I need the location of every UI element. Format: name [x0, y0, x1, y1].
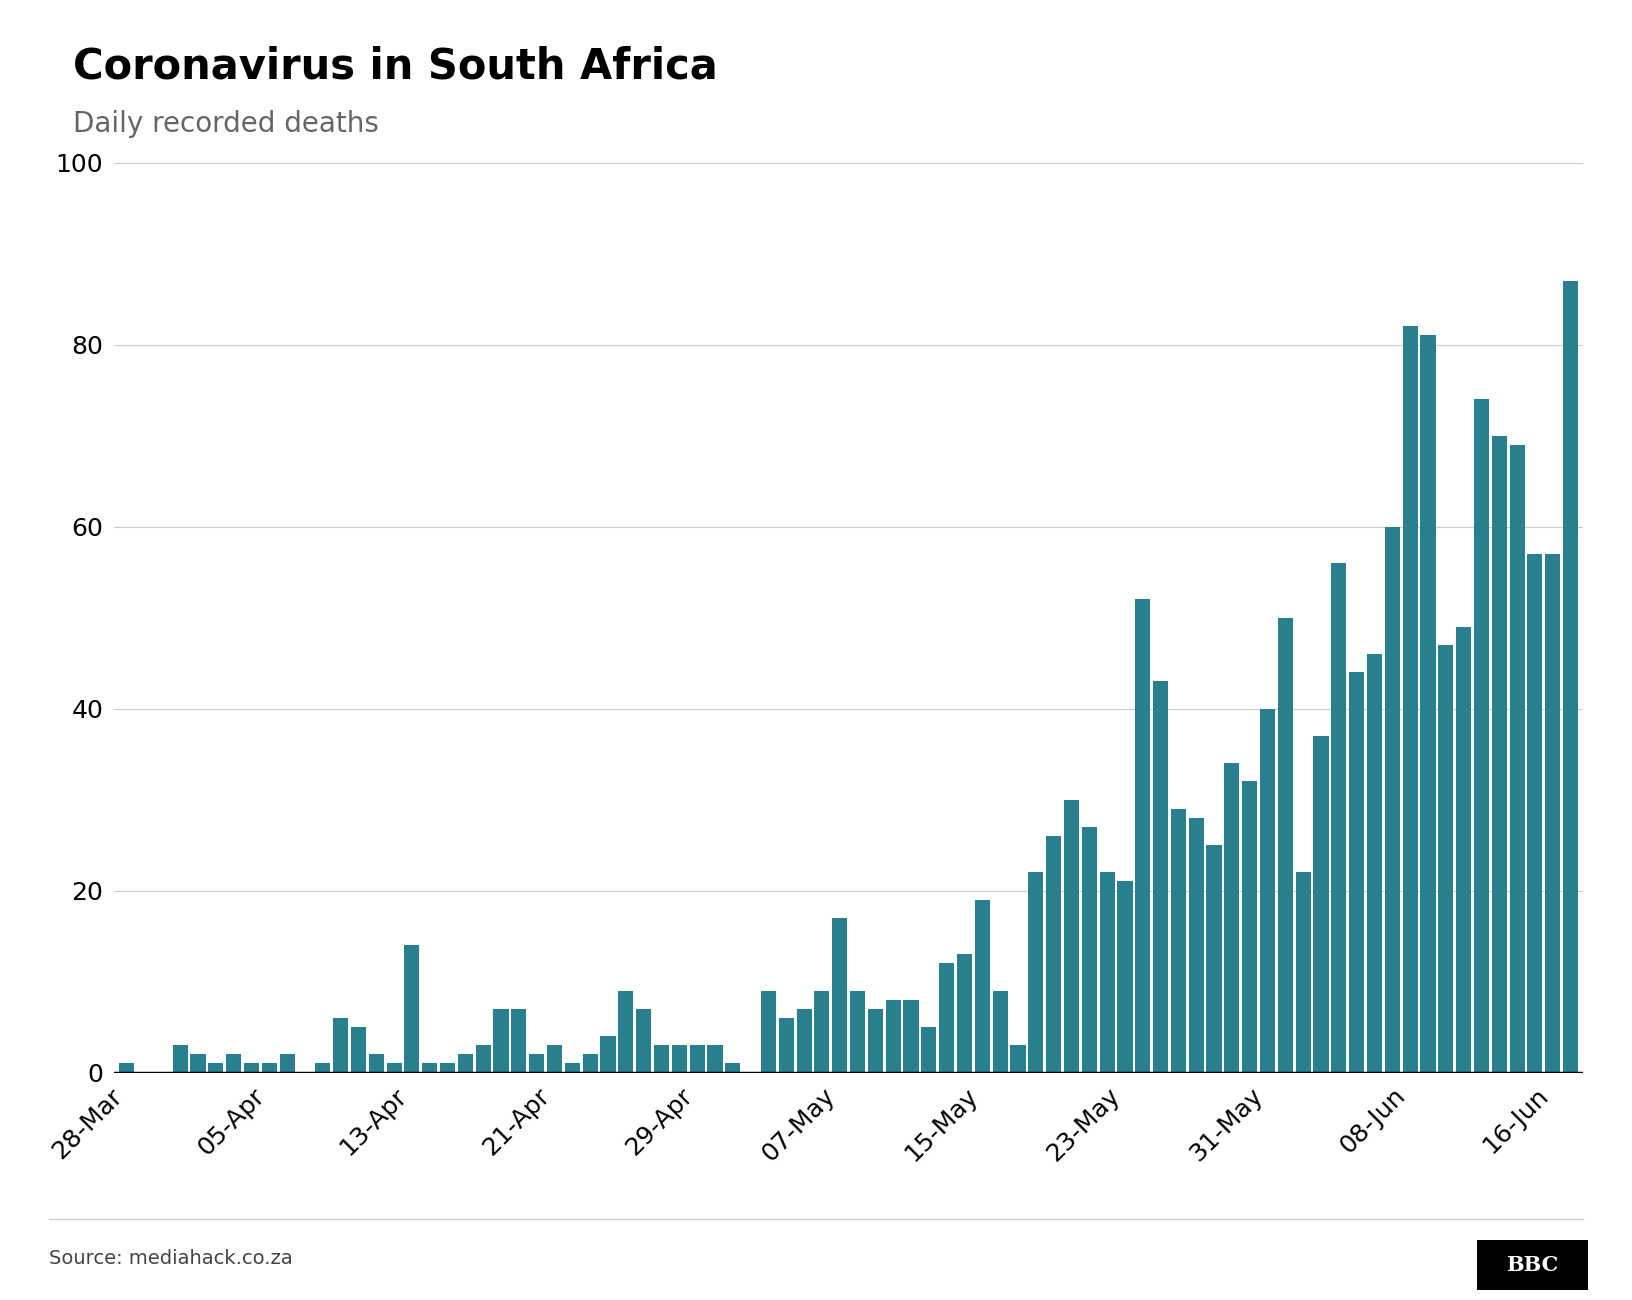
- Bar: [227, 1054, 242, 1072]
- Bar: [938, 963, 955, 1072]
- Bar: [1314, 736, 1328, 1072]
- Bar: [333, 1018, 348, 1072]
- Bar: [1082, 827, 1097, 1072]
- Bar: [1188, 818, 1204, 1072]
- Bar: [565, 1063, 579, 1072]
- Bar: [583, 1054, 597, 1072]
- Bar: [1242, 781, 1257, 1072]
- Bar: [369, 1054, 384, 1072]
- Bar: [261, 1063, 277, 1072]
- Bar: [279, 1054, 295, 1072]
- Bar: [1296, 872, 1310, 1072]
- Bar: [956, 954, 973, 1072]
- Bar: [529, 1054, 545, 1072]
- Bar: [243, 1063, 259, 1072]
- Text: BBC: BBC: [1506, 1254, 1559, 1275]
- Bar: [1152, 681, 1169, 1072]
- Bar: [475, 1045, 491, 1072]
- Bar: [886, 1000, 901, 1072]
- Bar: [1278, 618, 1293, 1072]
- Bar: [1118, 881, 1133, 1072]
- Bar: [1528, 554, 1542, 1072]
- Bar: [1260, 708, 1275, 1072]
- Bar: [1546, 554, 1560, 1072]
- Bar: [1136, 599, 1151, 1072]
- Bar: [1456, 627, 1470, 1072]
- Bar: [778, 1018, 793, 1072]
- Bar: [387, 1063, 401, 1072]
- Bar: [1402, 326, 1418, 1072]
- Bar: [850, 991, 865, 1072]
- Bar: [922, 1027, 937, 1072]
- Bar: [405, 945, 419, 1072]
- Bar: [690, 1045, 705, 1072]
- Bar: [1420, 335, 1436, 1072]
- Bar: [1510, 445, 1524, 1072]
- Bar: [1438, 645, 1454, 1072]
- Bar: [1046, 836, 1061, 1072]
- Bar: [796, 1009, 811, 1072]
- Bar: [725, 1063, 741, 1072]
- Bar: [493, 1009, 509, 1072]
- Bar: [459, 1054, 473, 1072]
- Bar: [672, 1045, 687, 1072]
- Bar: [1384, 526, 1400, 1072]
- Bar: [1028, 872, 1043, 1072]
- Bar: [707, 1045, 723, 1072]
- Bar: [974, 900, 991, 1072]
- Bar: [654, 1045, 669, 1072]
- Text: Coronavirus in South Africa: Coronavirus in South Africa: [73, 46, 718, 87]
- Bar: [547, 1045, 561, 1072]
- Text: Source: mediahack.co.za: Source: mediahack.co.za: [49, 1248, 292, 1268]
- Bar: [1100, 872, 1115, 1072]
- Bar: [868, 1009, 883, 1072]
- Bar: [619, 991, 633, 1072]
- Bar: [1563, 281, 1578, 1072]
- Bar: [1492, 436, 1506, 1072]
- Bar: [1368, 654, 1382, 1072]
- Bar: [904, 1000, 919, 1072]
- Bar: [511, 1009, 527, 1072]
- Bar: [992, 991, 1007, 1072]
- Bar: [1350, 672, 1364, 1072]
- Bar: [1224, 763, 1239, 1072]
- Bar: [173, 1045, 188, 1072]
- Bar: [601, 1036, 615, 1072]
- Bar: [1064, 800, 1079, 1072]
- Bar: [1010, 1045, 1025, 1072]
- Bar: [761, 991, 775, 1072]
- Bar: [1332, 563, 1346, 1072]
- Text: Daily recorded deaths: Daily recorded deaths: [73, 111, 379, 139]
- Bar: [814, 991, 829, 1072]
- Bar: [636, 1009, 651, 1072]
- Bar: [119, 1063, 134, 1072]
- Bar: [1206, 845, 1222, 1072]
- Bar: [191, 1054, 206, 1072]
- Bar: [832, 918, 847, 1072]
- Bar: [351, 1027, 366, 1072]
- Bar: [1170, 809, 1186, 1072]
- Bar: [1474, 399, 1488, 1072]
- Bar: [423, 1063, 437, 1072]
- Bar: [209, 1063, 224, 1072]
- Bar: [315, 1063, 330, 1072]
- Bar: [441, 1063, 455, 1072]
